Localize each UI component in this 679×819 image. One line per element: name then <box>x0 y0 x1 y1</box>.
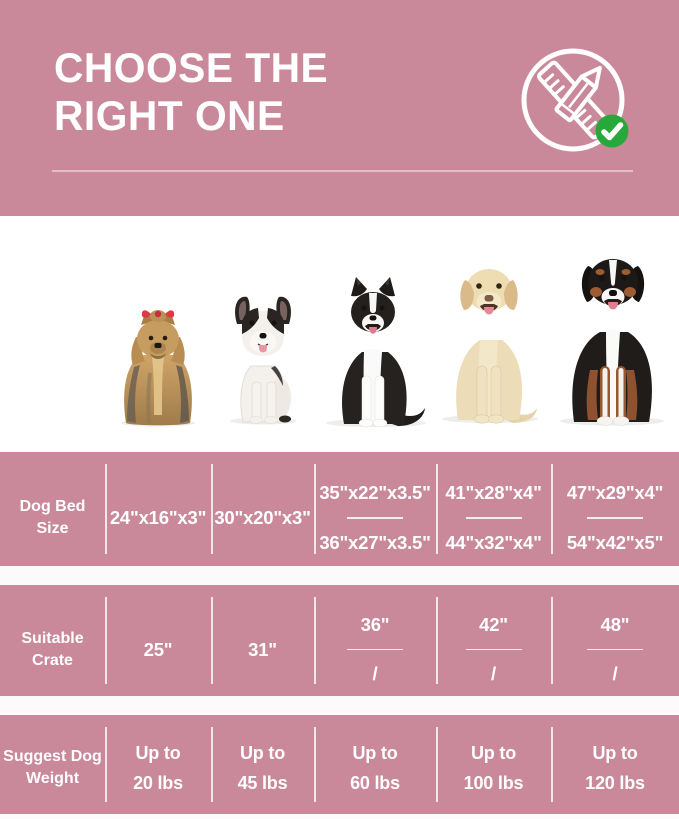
yorkshire-terrier-dog-image <box>121 310 195 427</box>
table-cell: Up to 45 lbs <box>211 715 314 814</box>
row-label-dog-bed-size: Dog Bed Size <box>0 452 105 566</box>
cell-value: Up to <box>471 742 516 763</box>
cell-value: / <box>612 663 618 685</box>
cell-value: Up to <box>240 742 285 763</box>
row-gap-2 <box>0 696 679 715</box>
table-cell: 41"x28"x4" 44"x32"x4" <box>436 452 551 566</box>
row-label-line: Suggest Dog <box>3 747 102 765</box>
table-cell: 35"x22"x3.5" 36"x27"x3.5" <box>314 452 436 566</box>
dog-photos-band-background <box>0 216 679 452</box>
table-cell: Up to 100 lbs <box>436 715 551 814</box>
header-divider <box>52 170 633 172</box>
cell-value: 31" <box>248 638 277 660</box>
page-title-line2: RIGHT ONE <box>54 92 285 139</box>
cell-value: 41"x28"x4" <box>445 482 542 504</box>
cell-value: 36"x27"x3.5" <box>319 531 431 553</box>
cell-value: Up to <box>352 742 398 763</box>
bernese-mountain-dog-image <box>560 259 664 426</box>
cell-value: 45 lbs <box>237 772 288 793</box>
cell-value: Up to <box>592 742 638 763</box>
table-cell: Up to 120 lbs <box>551 715 679 814</box>
table-cell: 48" / <box>551 585 679 696</box>
cell-divider <box>465 517 522 519</box>
table-cell: 30"x20"x3" <box>211 452 314 566</box>
row-label-suggest-dog-weight: Suggest Dog Weight <box>0 715 105 814</box>
table-cell: Up to 60 lbs <box>314 715 436 814</box>
cell-divider <box>465 648 522 651</box>
bottom-strip <box>0 814 679 819</box>
row-label-line: Size <box>36 520 69 537</box>
cell-value: 120 lbs <box>585 772 645 793</box>
cell-value: 20 lbs <box>133 772 183 793</box>
pencil-icon <box>554 65 602 123</box>
border-collie-dog-image <box>326 277 426 428</box>
row-label-line: Weight <box>25 769 80 787</box>
check-badge-icon <box>595 114 629 148</box>
cell-value: 60 lbs <box>350 772 400 793</box>
row-gap-1 <box>0 566 679 585</box>
pencil-ruler-icon <box>521 48 629 152</box>
table-row-suggest-dog-weight: Suggest Dog Weight Up to 20 lbs Up to 45… <box>0 715 679 814</box>
cell-value: 24"x16"x3" <box>109 507 207 528</box>
cell-value: 42" <box>479 613 508 635</box>
table-cell: 42" / <box>436 585 551 696</box>
table-row-dog-bed-size: Dog Bed Size 24"x16"x3" 30"x20"x3" 35"x2… <box>0 452 679 566</box>
cell-value: / <box>372 663 378 685</box>
row-label-line: Crate <box>32 651 73 669</box>
cell-value: / <box>491 663 496 685</box>
cell-value: 47"x29"x4" <box>566 482 664 504</box>
cell-divider <box>347 648 403 651</box>
cell-value: 30"x20"x3" <box>214 507 311 528</box>
cell-value: 44"x32"x4" <box>445 531 542 553</box>
french-bulldog-dog-image <box>230 296 296 425</box>
cell-value: 36" <box>360 613 390 635</box>
table-cell: 24"x16"x3" <box>105 452 211 566</box>
cell-value: 48" <box>600 613 630 635</box>
table-cell: 36" / <box>314 585 436 696</box>
table-row-suitable-crate: Suitable Crate 25" 31" 36" / 42" / 48" / <box>0 585 679 696</box>
table-cell: 47"x29"x4" 54"x42"x5" <box>551 452 679 566</box>
row-label-line: Dog Bed <box>19 498 86 515</box>
cell-value: Up to <box>135 742 181 763</box>
cell-divider <box>587 517 643 519</box>
page-title: CHOOSE THE RIGHT ONE <box>54 44 337 140</box>
cell-value: 100 lbs <box>463 772 524 793</box>
labrador-retriever-dog-image <box>442 269 538 424</box>
cell-value: 54"x42"x5" <box>566 531 664 553</box>
cell-divider <box>347 517 403 519</box>
table-cell: Up to 20 lbs <box>105 715 211 814</box>
cell-divider <box>587 648 643 651</box>
row-label-line: Suitable <box>21 629 84 647</box>
row-label-suitable-crate: Suitable Crate <box>0 585 105 696</box>
page-title-line1: CHOOSE THE <box>54 44 329 91</box>
table-cell: 25" <box>105 585 211 696</box>
cell-value: 35"x22"x3.5" <box>319 482 431 504</box>
table-cell: 31" <box>211 585 314 696</box>
cell-value: 25" <box>143 638 173 660</box>
